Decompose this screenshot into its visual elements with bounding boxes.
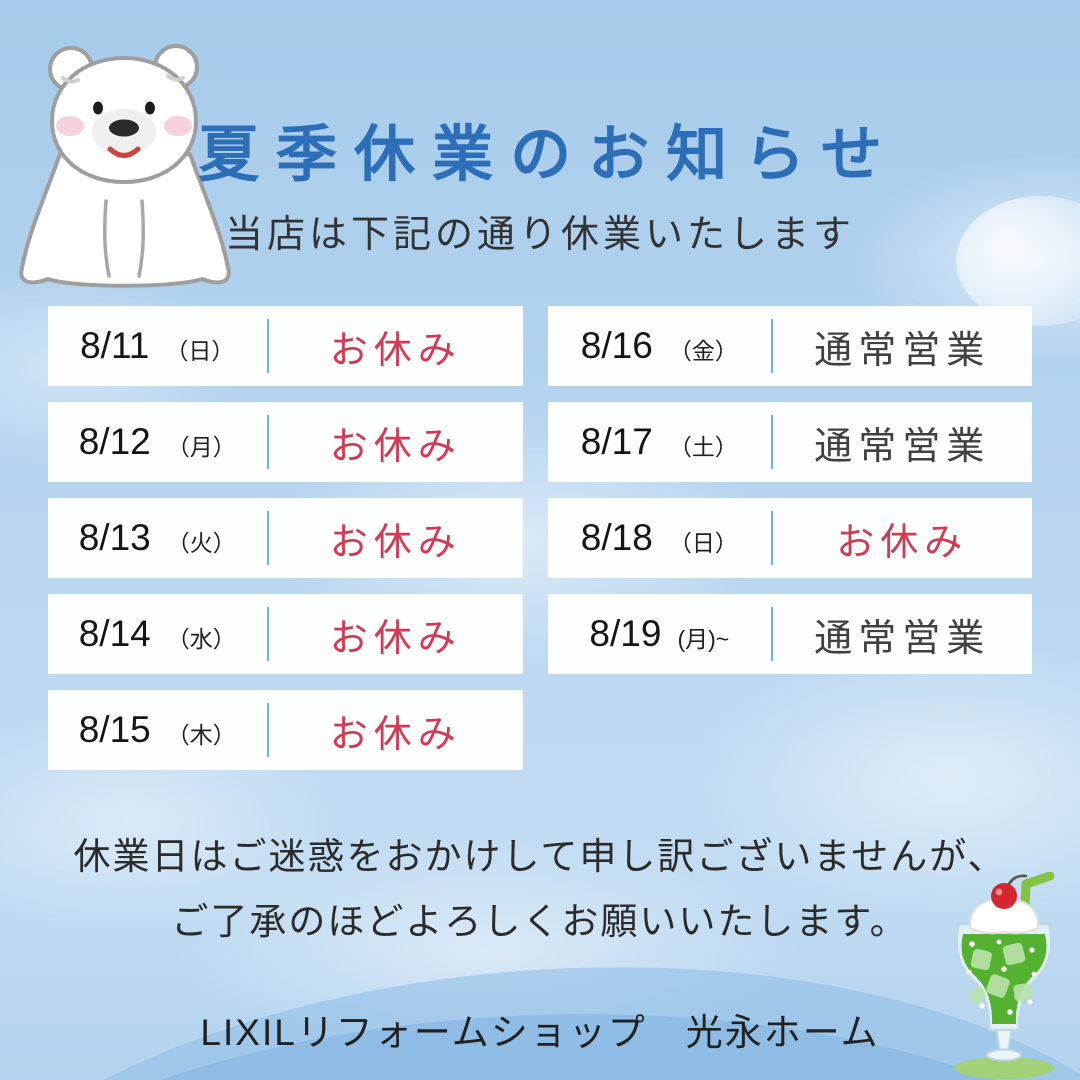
status-label: お休み	[329, 521, 462, 564]
date-label: 8/17	[580, 421, 653, 462]
weekday-label: (月)~	[677, 625, 730, 652]
date-label: 8/14	[78, 613, 151, 654]
weekday-label: （火）	[166, 529, 236, 556]
row-divider	[266, 319, 269, 373]
row-divider	[770, 319, 773, 373]
cream-soda-icon	[954, 872, 1055, 1079]
schedule-row: 8/18 （日） お休み	[548, 498, 1032, 578]
weekday-label: （金）	[668, 337, 738, 364]
schedule-column-right: 8/16 （金） 通常営業 8/17 （土） 通常営業 8/18 （日） お休み 8/…	[548, 306, 1032, 786]
status-label: お休み	[836, 521, 969, 564]
row-divider	[266, 415, 269, 469]
shop-name: LIXILリフォームショップ 光永ホーム	[200, 1012, 880, 1053]
row-divider	[266, 703, 269, 757]
status-label: お休み	[329, 425, 462, 468]
date-label: 8/11	[80, 325, 150, 366]
weekday-label: （水）	[166, 625, 236, 652]
apology-message: 休業日はご迷惑をおかけして申し訳ございませんが、 ご了承のほどよろしくお願いいたし…	[0, 824, 1080, 954]
page-title: 夏季休業のお知らせ	[198, 120, 899, 188]
date-label: 8/19	[589, 613, 662, 654]
weekday-label: （日）	[165, 337, 235, 364]
schedule-row: 8/16 （金） 通常営業	[548, 306, 1032, 386]
weekday-label: （日）	[668, 529, 738, 556]
polar-bear-icon	[19, 44, 231, 288]
date-label: 8/12	[78, 421, 151, 462]
status-label: 通常営業	[814, 617, 991, 660]
row-divider	[770, 607, 773, 661]
schedule-row: 8/17 （土） 通常営業	[548, 402, 1032, 482]
date-label: 8/18	[580, 517, 653, 558]
date-label: 8/13	[78, 517, 151, 558]
row-divider	[770, 511, 773, 565]
schedule-row: 8/12 （月） お休み	[48, 402, 523, 482]
schedule-column-left: 8/11 （日） お休み 8/12 （月） お休み 8/13 （火） お休み 8/14…	[48, 306, 523, 786]
schedule-row: 8/19 (月)~ 通常営業	[548, 594, 1032, 674]
apology-line-1: 休業日はご迷惑をおかけして申し訳ございませんが、	[73, 836, 1007, 877]
date-label: 8/15	[78, 709, 151, 750]
weekday-label: （木）	[166, 721, 236, 748]
schedule-row: 8/13 （火） お休み	[48, 498, 523, 578]
schedule-row: 8/11 （日） お休み	[48, 306, 523, 386]
status-label: お休み	[329, 329, 462, 372]
schedule-row: 8/14 （水） お休み	[48, 594, 523, 674]
cloud-decoration	[956, 196, 1080, 326]
schedule-row: 8/15 （木） お休み	[48, 690, 523, 770]
row-divider	[770, 415, 773, 469]
status-label: 通常営業	[814, 425, 991, 468]
status-label: お休み	[329, 617, 462, 660]
weekday-label: （月）	[166, 433, 236, 460]
status-label: 通常営業	[814, 329, 991, 372]
page-subtitle: 当店は下記の通り休業いたします	[224, 214, 855, 256]
row-divider	[266, 511, 269, 565]
status-label: お休み	[329, 713, 462, 756]
weekday-label: （土）	[668, 433, 738, 460]
apology-line-2: ご了承のほどよろしくお願いいたします。	[171, 901, 909, 942]
row-divider	[266, 607, 269, 661]
date-label: 8/16	[580, 325, 653, 366]
closure-schedule: 8/11 （日） お休み 8/12 （月） お休み 8/13 （火） お休み 8/14…	[48, 306, 1032, 786]
